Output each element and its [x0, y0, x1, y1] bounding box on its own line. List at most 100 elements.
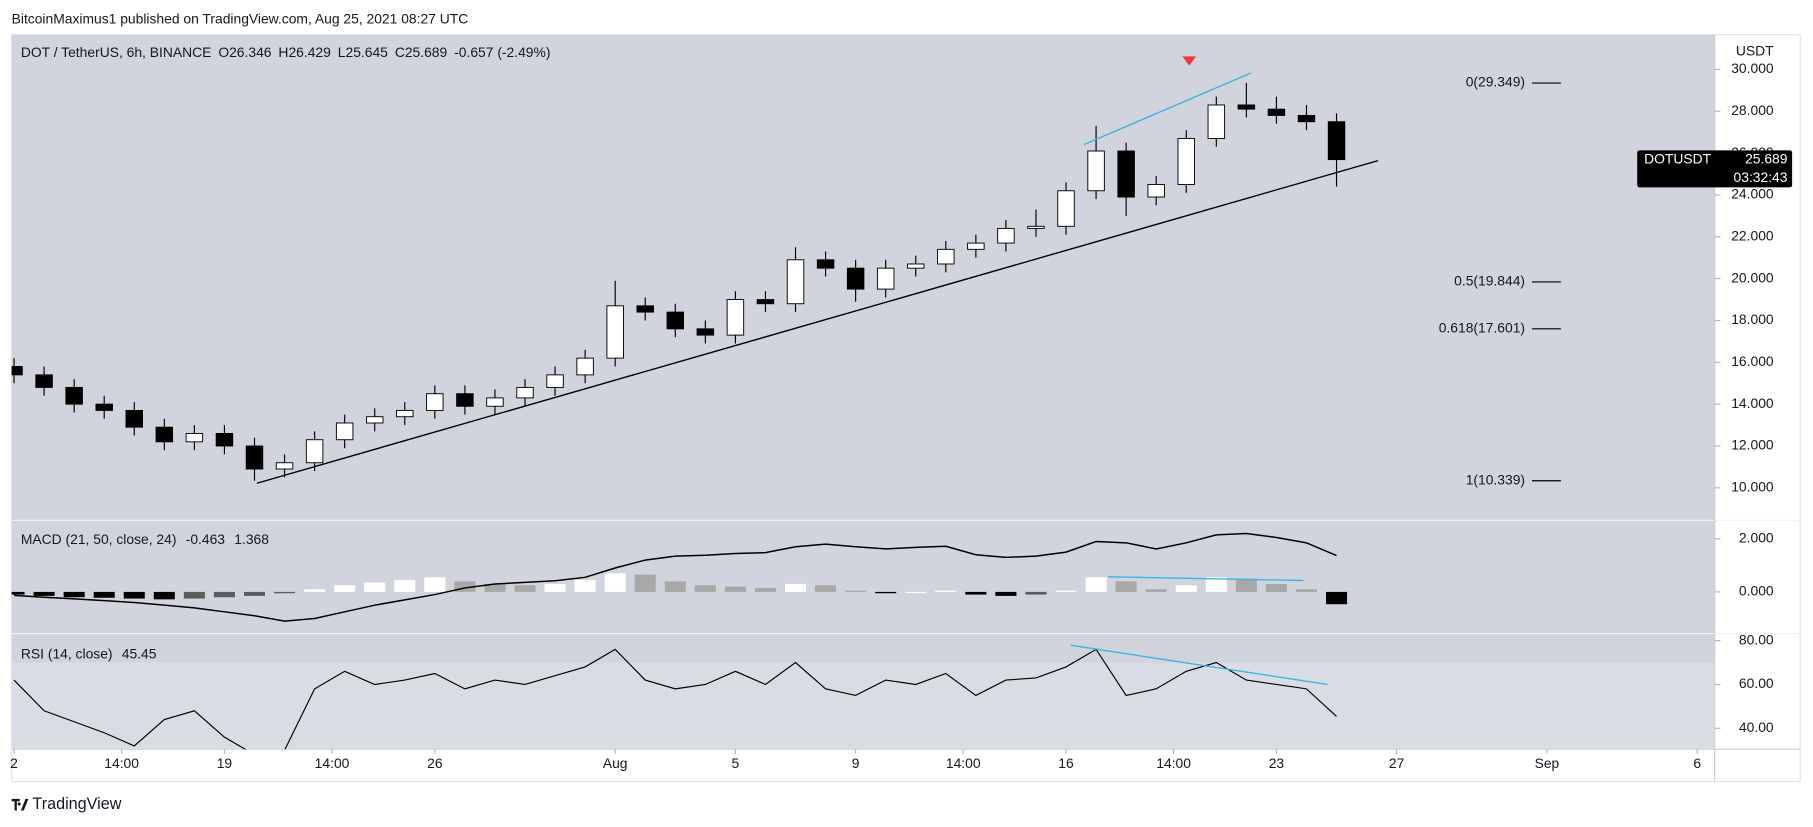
histogram-bar — [1055, 590, 1077, 592]
candle-body — [35, 374, 53, 388]
x-tick-label: 6 — [1693, 755, 1701, 771]
histogram-bar — [334, 585, 356, 592]
candle-body — [155, 426, 174, 443]
candle-body — [95, 403, 113, 411]
y-tick-label: 40.00 — [1739, 719, 1774, 735]
x-tick-label: 5 — [732, 755, 740, 771]
last-price-symbol: DOTUSDT — [1644, 150, 1712, 166]
x-tick-label: 2 — [10, 755, 18, 771]
trendline — [256, 159, 1379, 484]
candle-body — [1237, 104, 1256, 110]
histogram-bar — [153, 591, 175, 600]
candle-body — [816, 259, 835, 269]
x-tick-label: 14:00 — [315, 755, 350, 771]
candle-body — [245, 445, 264, 470]
x-tick-label: 16 — [1058, 755, 1074, 771]
histogram-bar — [965, 591, 987, 595]
x-tick-label: Aug — [603, 755, 628, 771]
candle-body — [1027, 225, 1045, 229]
fib-label: 0.5(19.844) — [1454, 273, 1525, 289]
x-tick-label: 23 — [1269, 755, 1285, 771]
legend-key: O — [218, 44, 229, 60]
candle-body — [636, 305, 654, 313]
x-tick-label: 26 — [427, 755, 443, 771]
candle-body — [396, 409, 414, 418]
last-price-box — [1637, 150, 1793, 188]
histogram-bar — [1025, 591, 1047, 595]
histogram-bar — [815, 585, 837, 592]
histogram-bar — [694, 585, 716, 592]
histogram-bar — [935, 590, 957, 592]
candle-body — [426, 393, 444, 411]
legend-change: -0.657 (-2.49%) — [454, 44, 550, 60]
sell-marker — [1182, 56, 1197, 66]
legend-title: RSI (14, close) — [21, 645, 113, 661]
candle-body — [486, 397, 504, 407]
histogram-bar — [1145, 589, 1167, 592]
candle-body — [1177, 137, 1195, 185]
candle-body — [365, 416, 384, 424]
histogram-bar — [784, 583, 807, 592]
histogram-bar — [604, 573, 626, 592]
pane-legend: RSI (14, close) 45.45 — [21, 645, 157, 661]
candle-body — [1327, 121, 1346, 161]
histogram-bar — [574, 579, 596, 592]
macd-line — [13, 532, 1337, 622]
candle-body — [275, 462, 294, 470]
candle-body — [606, 305, 624, 359]
legend-value: 26.346 — [229, 44, 272, 60]
histogram-bar — [243, 591, 266, 596]
candle-body — [335, 422, 354, 441]
histogram-bar — [11, 591, 25, 595]
candle-body — [1057, 190, 1075, 227]
candle-body — [456, 393, 474, 407]
trendline — [1108, 576, 1304, 582]
histogram-bar — [1265, 583, 1287, 592]
candle-body — [1087, 150, 1105, 192]
footer-brand: TradingView — [32, 795, 121, 813]
last-price-value: 25.689 — [1745, 150, 1788, 166]
histogram-bar — [183, 591, 205, 599]
y-tick-label: 22.000 — [1731, 227, 1774, 243]
plot-background — [11, 34, 1715, 750]
candle-body — [1207, 104, 1226, 139]
legend-title: DOT / TetherUS, 6h, BINANCE — [21, 44, 212, 60]
histogram-bar — [274, 591, 296, 594]
histogram-bar — [454, 581, 476, 592]
candle-body — [576, 357, 594, 376]
histogram-bar — [484, 583, 506, 592]
candle-body — [786, 259, 805, 305]
candle-body — [876, 267, 895, 290]
histogram-bar — [304, 589, 326, 592]
legend-key: C — [395, 44, 405, 60]
candle-body — [997, 227, 1015, 244]
legend-value: -0.463 — [186, 531, 226, 547]
y-tick-label: 28.000 — [1731, 102, 1774, 118]
histogram-bar — [845, 590, 867, 592]
candle-body — [516, 386, 534, 399]
histogram-bar — [1175, 585, 1197, 592]
countdown: 03:32:43 — [1734, 169, 1788, 185]
legend-value: 25.645 — [346, 44, 389, 60]
pane-legend: DOT / TetherUS, 6h, BINANCE O26.346 H26.42… — [21, 44, 551, 60]
candle-body — [846, 267, 865, 290]
histogram-bar — [544, 583, 566, 592]
pane-legend: MACD (21, 50, close, 24) -0.463 1.368 — [21, 531, 269, 547]
x-tick-label: 14:00 — [946, 755, 981, 771]
y-tick-label: 60.00 — [1739, 675, 1774, 691]
rsi-line — [13, 648, 1337, 750]
candle-body — [907, 263, 925, 269]
macd-pane — [11, 532, 1348, 622]
y-tick-label: 30.000 — [1731, 60, 1774, 76]
legend-value: 26.429 — [288, 44, 331, 60]
histogram-bar — [634, 574, 656, 592]
histogram-bar — [1115, 581, 1137, 592]
fib-label: 1(10.339) — [1466, 471, 1525, 487]
candle-body — [185, 432, 204, 443]
histogram-bar — [514, 585, 536, 592]
candle-body — [937, 248, 955, 265]
histogram-bar — [394, 579, 416, 592]
chart-layer: 0(29.349) 0.5(19.844) 0.618(17.601) 1(10.33… — [10, 43, 1793, 771]
histogram-bar — [1205, 577, 1227, 592]
histogram-bar — [724, 586, 746, 592]
